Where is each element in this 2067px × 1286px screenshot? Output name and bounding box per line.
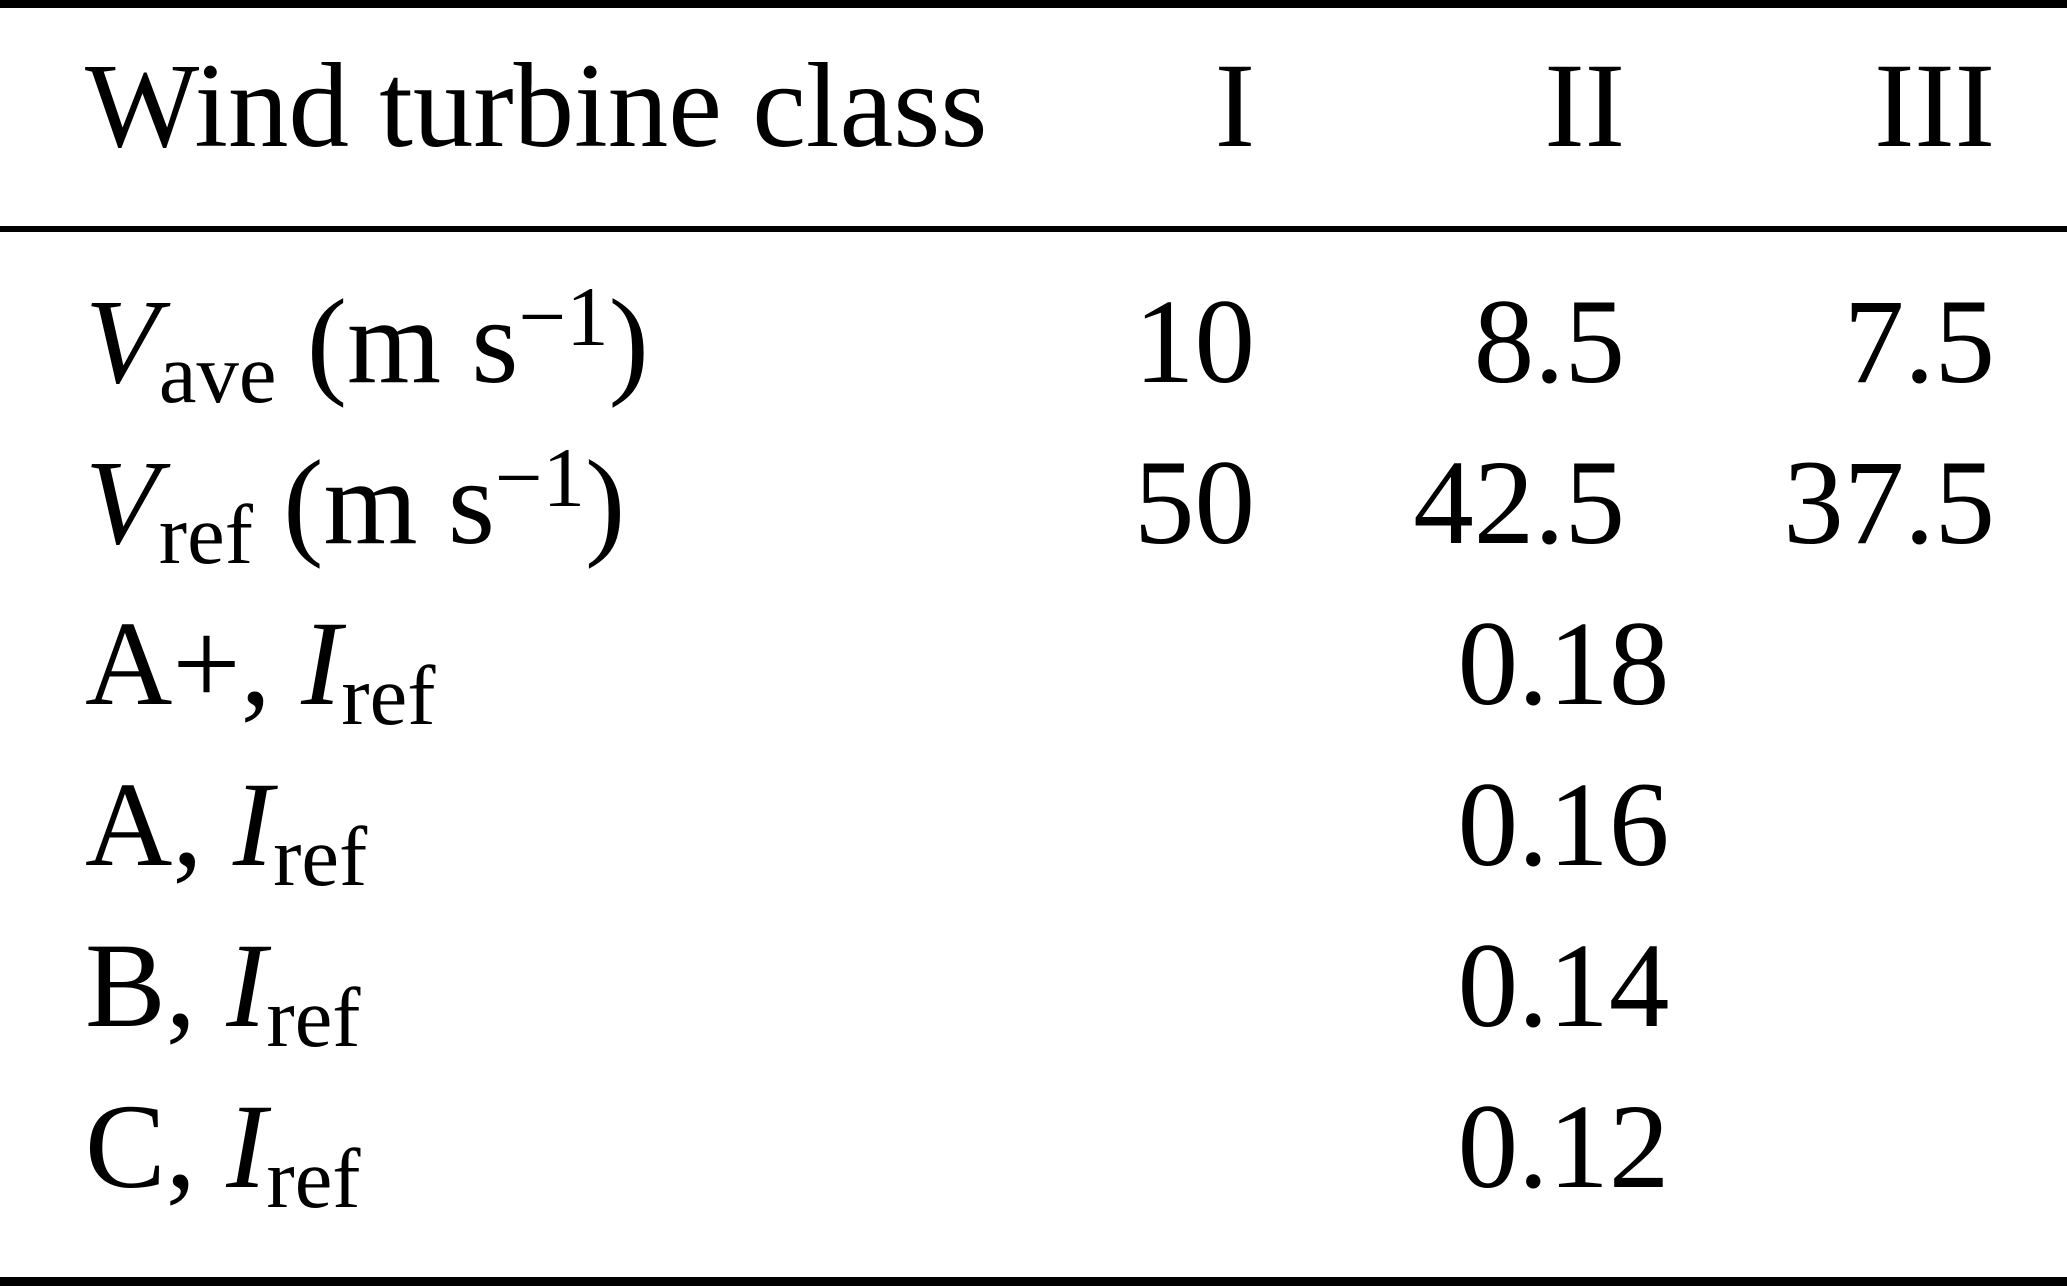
symbol-italic: I [226,1080,267,1214]
prefix-text: C, [85,1080,227,1214]
prefix-text: A, [85,758,233,892]
subscript-text: ref [266,972,361,1066]
header-label-cell: Wind turbine class [0,0,1060,232]
row-label: Vave (m s−1) [0,232,1060,429]
header-col-II: II [1315,0,1685,232]
prefix-text: B, [85,919,227,1053]
header-col-III: III [1685,0,2067,232]
header-row: Wind turbine class I II III [0,0,2067,232]
row-v-ref: Vref (m s−1) 50 42.5 37.5 [0,429,2067,590]
row-v-ave: Vave (m s−1) 10 8.5 7.5 [0,232,2067,429]
value-cell-span: 0.16 [1457,758,1670,892]
unit-text: (m s [252,436,495,570]
value-cell-II: 42.5 [1413,436,1625,570]
symbol-italic: V [85,436,159,570]
row-a-plus-iref: A+, Iref 0.18 [0,590,2067,751]
subscript-text: ref [273,811,368,905]
superscript-text: −1 [494,431,586,525]
symbol-italic: I [226,919,267,1053]
row-label: Vref (m s−1) [0,429,1060,590]
row-c-iref: C, Iref 0.12 [0,1073,2067,1286]
subscript-text: ref [341,650,436,744]
unit-close-text: ) [585,436,626,570]
subscript-text: ref [266,1133,361,1227]
row-b-iref: B, Iref 0.14 [0,912,2067,1073]
value-cell-II: 8.5 [1473,275,1625,409]
subscript-text: ref [158,489,253,583]
header-col-I: I [1060,0,1315,232]
value-cell-I: 50 [1134,436,1255,570]
prefix-text: A+, [85,597,302,731]
value-cell-III: 7.5 [1843,275,1995,409]
unit-close-text: ) [608,275,649,409]
superscript-text: −1 [518,270,609,364]
symbol-italic: I [232,758,274,892]
symbol-italic: V [85,275,159,409]
value-cell-III: 37.5 [1783,436,1995,570]
value-cell-span: 0.12 [1060,1073,2067,1286]
symbol-italic: I [301,597,342,731]
row-label: A+, Iref [0,590,1060,751]
row-label: A, Iref [0,751,1060,912]
unit-text: (m s [276,275,519,409]
value-cell-span: 0.18 [1457,597,1670,731]
row-label: C, Iref [0,1073,1060,1286]
row-a-iref: A, Iref 0.16 [0,751,2067,912]
value-cell-span: 0.14 [1457,919,1670,1053]
value-cell-I: 10 [1134,275,1255,409]
subscript-text: ave [158,328,277,422]
row-label: B, Iref [0,912,1060,1073]
